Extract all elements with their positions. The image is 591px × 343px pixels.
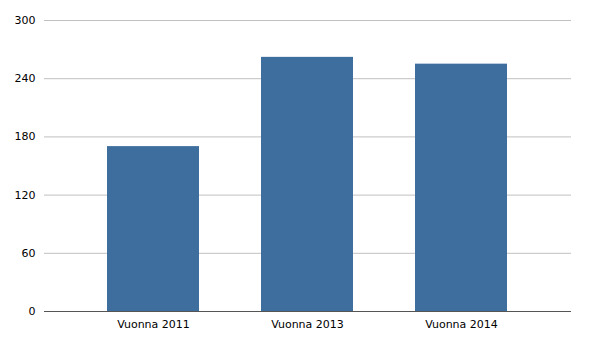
svg-text:240: 240	[15, 72, 36, 85]
svg-text:60: 60	[22, 247, 36, 260]
svg-text:Vuonna 2011: Vuonna 2011	[117, 318, 190, 331]
svg-text:Vuonna 2014: Vuonna 2014	[425, 318, 498, 331]
svg-text:300: 300	[15, 14, 36, 27]
svg-text:Vuonna 2013: Vuonna 2013	[271, 318, 344, 331]
svg-text:120: 120	[15, 189, 36, 202]
svg-text:0: 0	[29, 305, 36, 318]
svg-text:180: 180	[15, 130, 36, 143]
